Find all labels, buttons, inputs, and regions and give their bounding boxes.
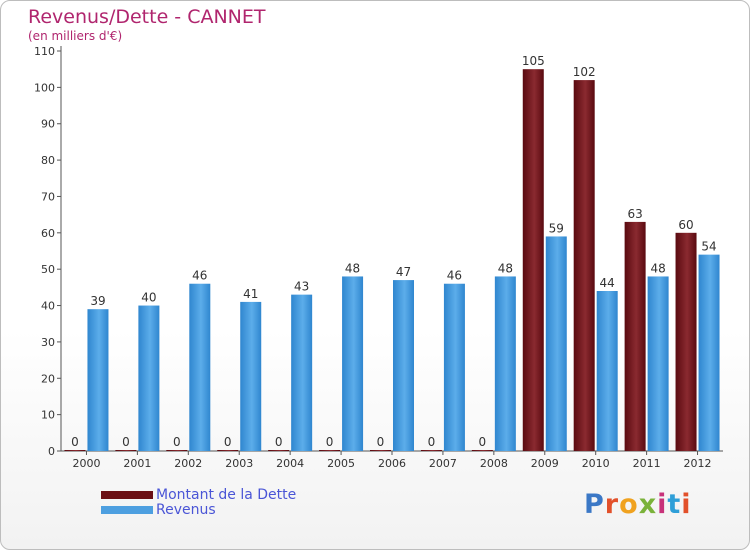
legend-label-revenue: Revenus <box>156 501 216 518</box>
bar-revenue <box>596 291 618 451</box>
legend-item-revenue: Revenus <box>101 501 296 518</box>
bar-revenue <box>342 276 364 451</box>
data-label-debt: 0 <box>428 435 436 449</box>
data-label-debt: 0 <box>224 435 232 449</box>
x-tick-label: 2001 <box>123 457 151 470</box>
x-tick-label: 2005 <box>327 457 355 470</box>
bar-revenue <box>189 283 211 451</box>
data-label-debt: 0 <box>173 435 181 449</box>
bar-debt <box>268 450 290 451</box>
data-label-debt: 102 <box>573 65 596 79</box>
bar-debt <box>624 221 646 451</box>
data-label-debt: 0 <box>71 435 79 449</box>
data-label-revenue: 54 <box>701 240 716 254</box>
data-label-revenue: 41 <box>243 287 258 301</box>
data-label-revenue: 40 <box>141 291 156 305</box>
y-tick-label: 10 <box>41 409 55 422</box>
logo-letter: P <box>584 489 605 520</box>
logo-letter: i <box>657 489 668 520</box>
legend-item-debt: Montant de la Dette <box>101 486 297 503</box>
legend-swatch-debt <box>101 490 153 499</box>
bar-revenue <box>443 283 465 451</box>
data-label-debt: 0 <box>275 435 283 449</box>
data-label-debt: 0 <box>479 435 487 449</box>
x-tick-label: 2003 <box>225 457 253 470</box>
bar-revenue <box>240 301 262 451</box>
chart-subtitle: (en milliers d'€) <box>28 29 123 43</box>
y-tick-label: 60 <box>41 227 55 240</box>
legend-label-debt: Montant de la Dette <box>156 486 297 503</box>
bar-debt <box>319 450 341 451</box>
proxiti-logo: Proxiti <box>584 489 692 520</box>
bar-debt <box>420 450 442 451</box>
bar-debt <box>522 69 544 451</box>
bar-revenue <box>545 236 567 451</box>
y-tick-label: 90 <box>41 118 55 131</box>
y-tick-label: 20 <box>41 372 55 385</box>
logo-letter: r <box>604 489 620 520</box>
data-label-revenue: 43 <box>294 280 309 294</box>
data-label-debt: 0 <box>326 435 334 449</box>
data-label-debt: 0 <box>377 435 385 449</box>
data-label-revenue: 48 <box>650 261 665 275</box>
bar-debt <box>675 232 697 451</box>
y-tick-label: 30 <box>41 336 55 349</box>
y-tick-label: 100 <box>34 81 55 94</box>
data-label-revenue: 47 <box>396 265 411 279</box>
x-tick-label: 2007 <box>429 457 457 470</box>
bar-revenue <box>393 280 414 451</box>
x-tick-label: 2000 <box>72 457 100 470</box>
x-tick-label: 2011 <box>633 457 661 470</box>
data-label-revenue: 46 <box>447 269 462 283</box>
bar-debt <box>217 450 239 451</box>
data-label-revenue: 48 <box>498 261 513 275</box>
bar-debt <box>115 450 137 451</box>
x-tick-label: 2009 <box>531 457 559 470</box>
x-tick-label: 2006 <box>378 457 406 470</box>
y-tick-label: 80 <box>41 154 55 167</box>
bar-debt <box>573 80 595 451</box>
bar-debt <box>370 450 391 451</box>
data-label-debt: 105 <box>522 54 545 68</box>
chart-legend: Montant de la Dette Revenus <box>101 486 297 518</box>
logo-letter: t <box>667 489 682 520</box>
bar-debt <box>166 450 188 451</box>
bar-revenue <box>647 276 669 451</box>
bar-revenue <box>87 309 109 451</box>
x-tick-label: 2004 <box>276 457 304 470</box>
x-tick-label: 2012 <box>684 457 712 470</box>
y-tick-label: 50 <box>41 263 55 276</box>
x-tick-label: 2010 <box>582 457 610 470</box>
x-tick-label: 2002 <box>174 457 202 470</box>
logo-letter: i <box>681 489 692 520</box>
bar-revenue <box>291 294 313 451</box>
bar-debt <box>64 450 86 451</box>
y-tick-label: 70 <box>41 190 55 203</box>
logo-letter: o <box>619 489 639 520</box>
logo-letter: x <box>638 489 658 520</box>
chart-title: Revenus/Dette - CANNET <box>28 6 266 28</box>
y-tick-label: 40 <box>41 300 55 313</box>
bar-debt <box>471 450 493 451</box>
data-label-revenue: 39 <box>90 294 105 308</box>
bar-revenue <box>138 305 160 451</box>
x-tick-label: 2008 <box>480 457 508 470</box>
bar-revenue <box>698 254 720 451</box>
y-tick-label: 110 <box>34 45 55 58</box>
y-tick-label: 0 <box>48 445 55 458</box>
bar-revenue <box>494 276 516 451</box>
data-label-revenue: 44 <box>600 276 615 290</box>
data-label-debt: 60 <box>678 218 693 232</box>
data-label-revenue: 48 <box>345 261 360 275</box>
data-label-debt: 0 <box>122 435 130 449</box>
data-label-revenue: 59 <box>549 221 564 235</box>
legend-swatch-revenue <box>101 505 153 514</box>
data-label-debt: 63 <box>627 207 642 221</box>
data-label-revenue: 46 <box>192 269 207 283</box>
